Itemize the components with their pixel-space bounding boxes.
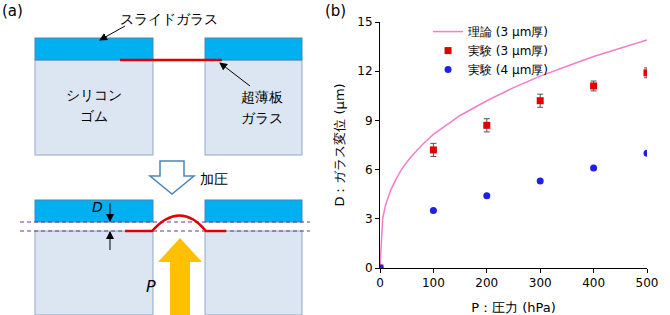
svg-text:シリコン: シリコン <box>66 87 122 103</box>
svg-text:400: 400 <box>582 276 605 290</box>
svg-text:15: 15 <box>357 15 372 29</box>
svg-text:実験 (4 μm厚): 実験 (4 μm厚) <box>468 63 548 77</box>
svg-text:D: D <box>92 199 103 215</box>
svg-text:(a): (a) <box>2 2 23 20</box>
svg-text:6: 6 <box>365 163 373 177</box>
svg-text:D：ガラス変位 (μm): D：ガラス変位 (μm) <box>332 83 347 206</box>
svg-text:0: 0 <box>376 276 384 290</box>
svg-text:0: 0 <box>365 261 373 275</box>
svg-text:実験 (3 μm厚): 実験 (3 μm厚) <box>468 44 548 58</box>
html-text:(b): (b) <box>325 2 347 20</box>
svg-text:500: 500 <box>636 276 659 290</box>
svg-text:P：圧力 (hPa): P：圧力 (hPa) <box>471 300 556 315</box>
svg-text:P: P <box>146 277 156 296</box>
svg-text:理論 (3 μm厚): 理論 (3 μm厚) <box>468 25 548 39</box>
svg-text:3: 3 <box>365 212 373 226</box>
svg-text:100: 100 <box>422 276 445 290</box>
svg-text:超薄板: 超薄板 <box>241 89 283 105</box>
svg-text:ゴム: ゴム <box>80 108 108 124</box>
svg-text:9: 9 <box>365 114 373 128</box>
svg-text:ガラス: ガラス <box>241 110 283 126</box>
svg-text:300: 300 <box>529 276 552 290</box>
svg-text:12: 12 <box>357 64 372 78</box>
svg-text:加圧: 加圧 <box>200 171 228 187</box>
svg-text:スライドガラス: スライドガラス <box>120 11 218 27</box>
svg-text:200: 200 <box>475 276 498 290</box>
